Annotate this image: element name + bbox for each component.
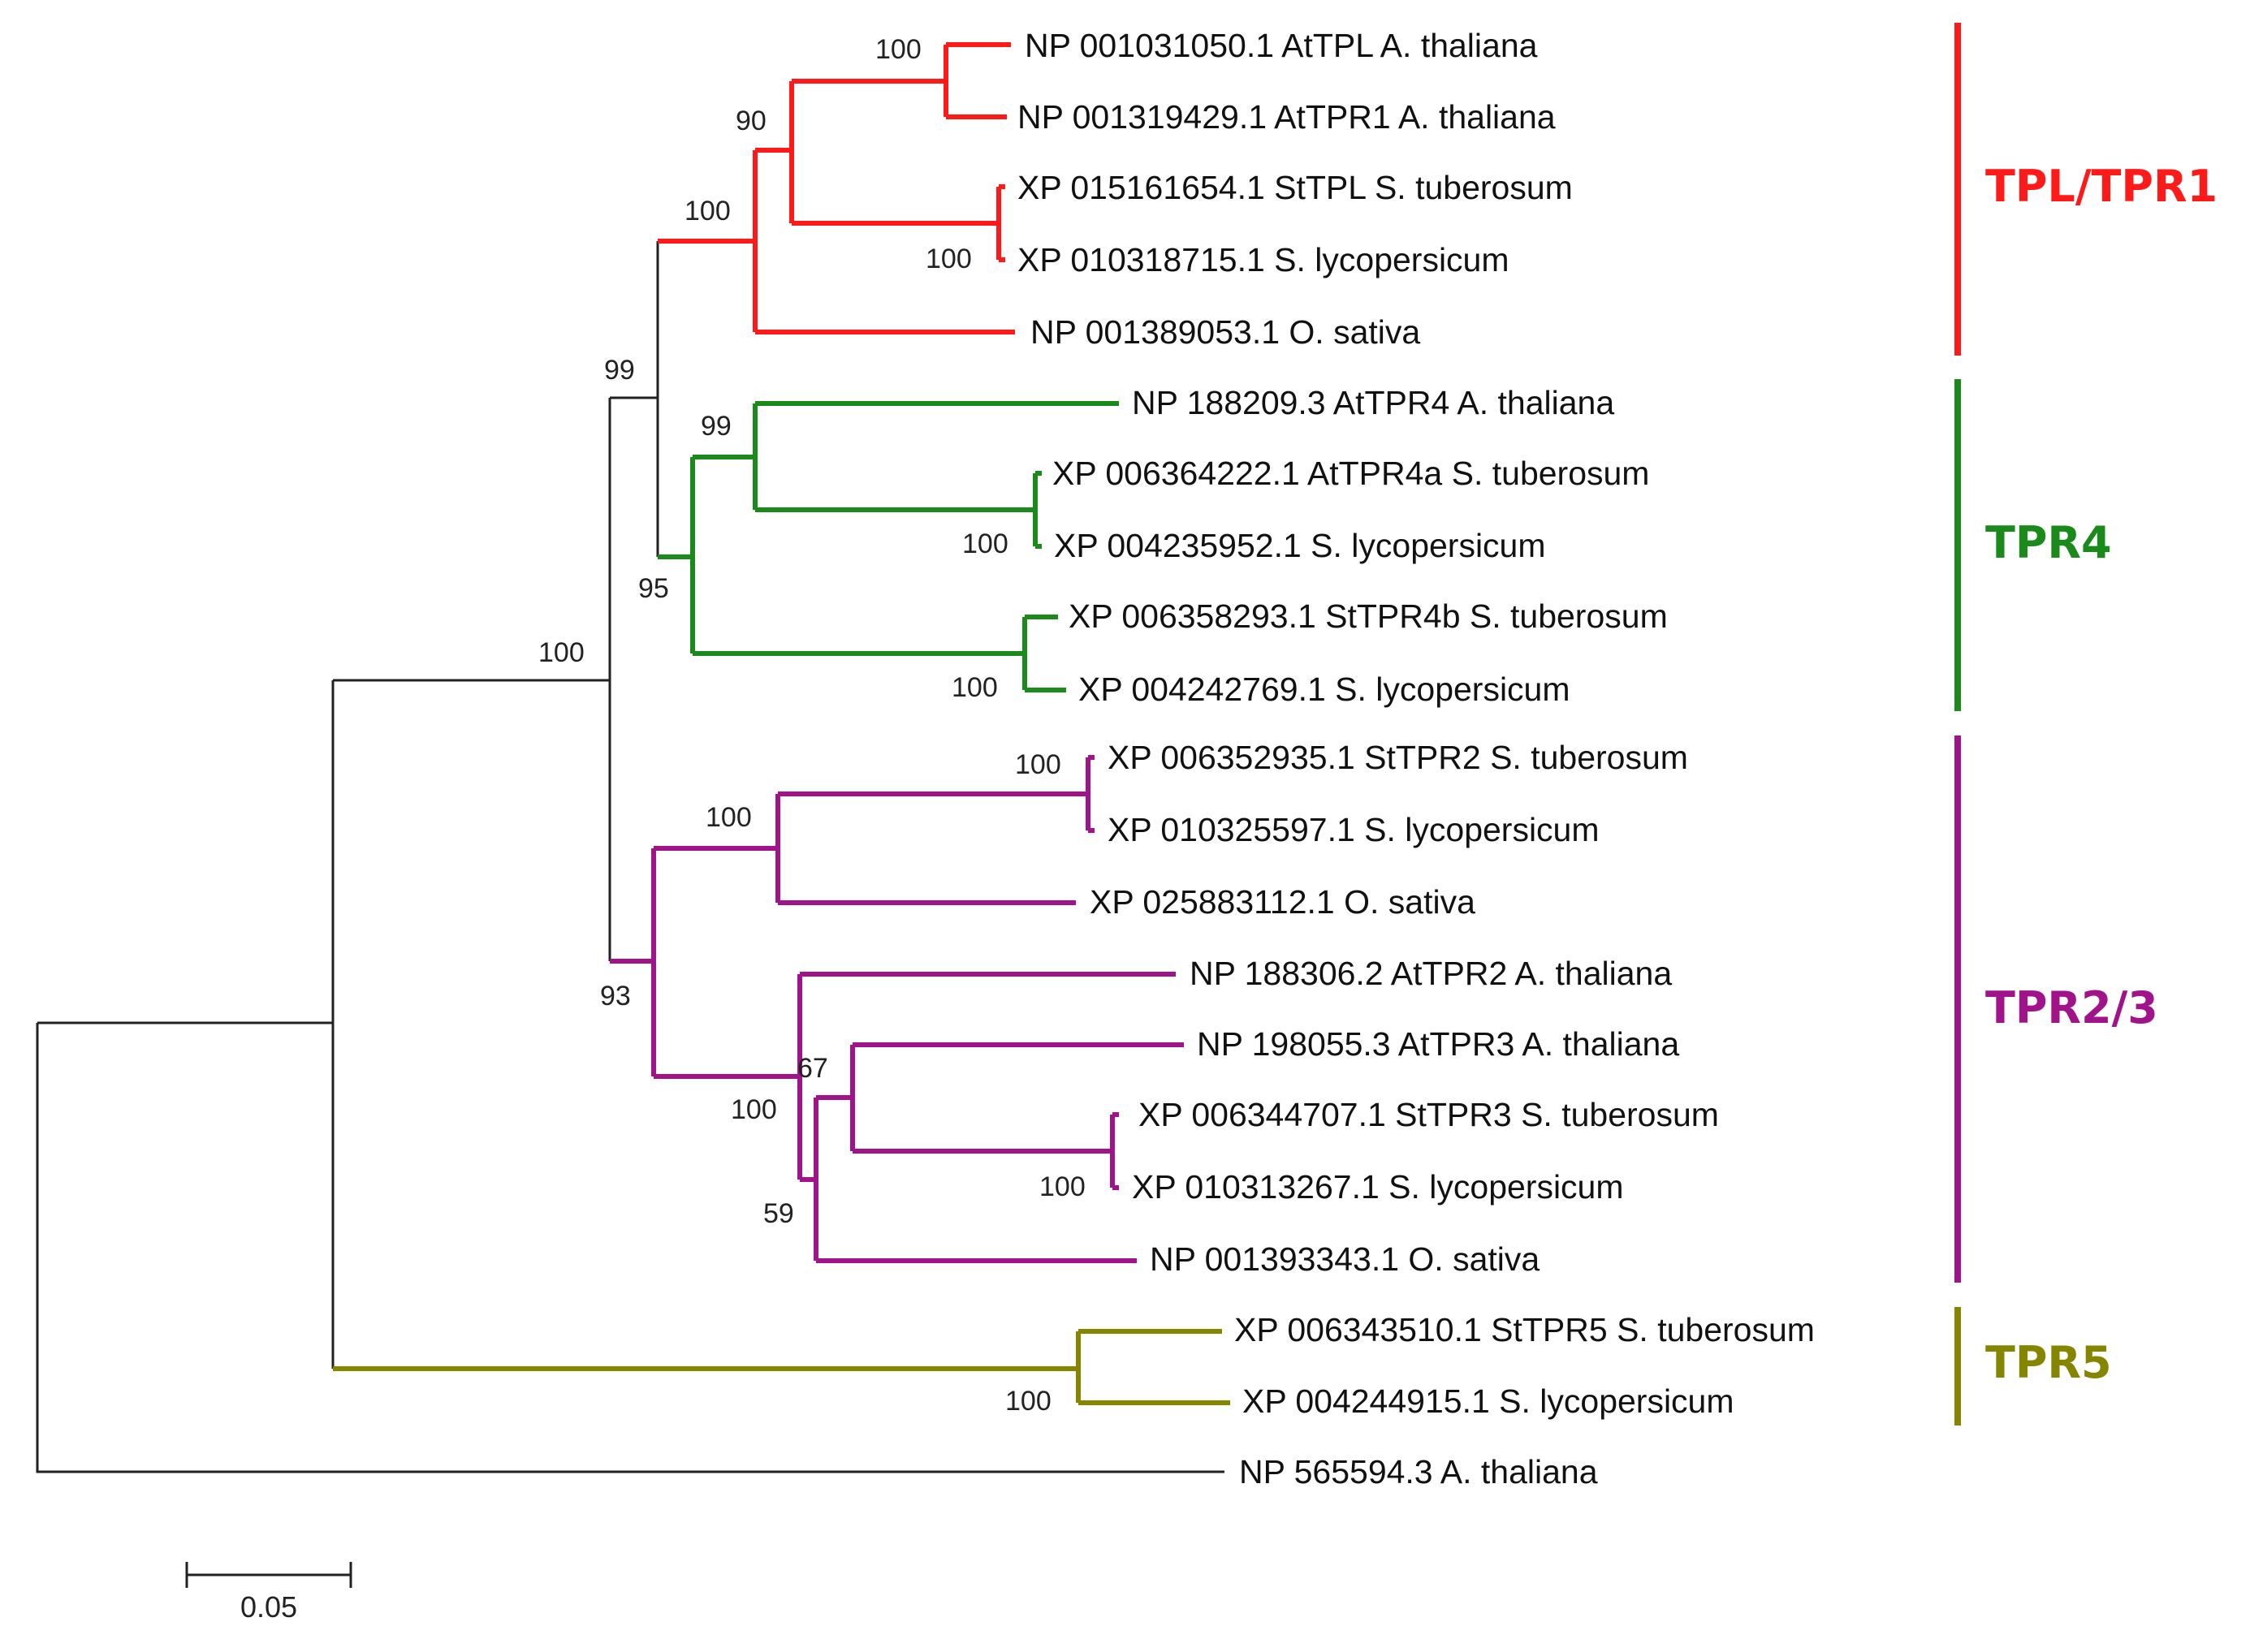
leaf-label: XP 015161654.1 StTPL S. tuberosum [1017,169,1573,206]
bootstrap-value: 100 [1015,749,1061,780]
bootstrap-labels: 100 90 100 100 99 99 100 95 100 100 100 … [538,34,1086,1417]
clade-label-tpr4: TPR4 [1985,517,2112,568]
leaf-label: NP 001319429.1 AtTPR1 A. thaliana [1017,98,1556,136]
leaf-label: XP 006358293.1 StTPR4b S. tuberosum [1069,597,1668,635]
clade-label-tpr2-3: TPR2/3 [1985,982,2158,1033]
bootstrap-value: 59 [763,1198,794,1229]
bootstrap-value: 67 [797,1053,828,1084]
leaf-label: NP 198055.3 AtTPR3 A. thaliana [1197,1025,1679,1063]
leaf-label: XP 025883112.1 O. sativa [1090,883,1475,921]
tpl-tpr1-branches [658,42,1015,334]
leaf-label: XP 010318715.1 S. lycopersicum [1017,241,1509,278]
leaf-label: NP 001389053.1 O. sativa [1030,313,1420,351]
leaf-label: NP 001031050.1 AtTPL A. thaliana [1025,27,1538,64]
bootstrap-value: 100 [962,528,1008,559]
tpr4-branches [658,401,1119,692]
leaf-label: XP 006352935.1 StTPR2 S. tuberosum [1108,739,1688,776]
scale-bar [185,1562,352,1588]
scale-bar-label: 0.05 [240,1590,297,1624]
bootstrap-value: 93 [600,981,631,1011]
leaf-label: XP 010313267.1 S. lycopersicum [1132,1168,1624,1206]
bootstrap-value: 100 [538,637,585,668]
bootstrap-value: 99 [701,411,732,442]
bootstrap-value: 100 [1005,1386,1052,1417]
clade-label-tpr5: TPR5 [1985,1337,2112,1388]
leaf-label: NP 188209.3 AtTPR4 A. thaliana [1132,384,1614,421]
leaf-labels: NP 001031050.1 AtTPL A. thaliana NP 0013… [1017,27,1815,1490]
bootstrap-value: 100 [685,196,731,226]
leaf-label: NP 188306.2 AtTPR2 A. thaliana [1190,955,1672,992]
clade-labels: TPL/TPR1 TPR4 TPR2/3 TPR5 [1985,161,2218,1388]
bootstrap-value: 95 [638,573,669,604]
leaf-label: XP 006364222.1 AtTPR4a S. tuberosum [1052,455,1649,492]
bootstrap-value: 100 [706,802,752,833]
leaf-label: XP 004242769.1 S. lycopersicum [1078,671,1570,708]
bootstrap-value: 100 [926,244,972,274]
backbone-branches [36,241,1224,1473]
clade-label-tpl-tpr1: TPL/TPR1 [1985,161,2218,212]
leaf-label: XP 006343510.1 StTPR5 S. tuberosum [1234,1311,1815,1348]
leaf-label: XP 010325597.1 S. lycopersicum [1108,811,1600,848]
outgroup-branch [36,1023,1224,1473]
leaf-label: XP 004235952.1 S. lycopersicum [1054,527,1546,564]
leaf-label: XP 004244915.1 S. lycopersicum [1242,1382,1734,1420]
bootstrap-value: 100 [952,672,998,703]
bootstrap-value: 100 [1039,1171,1086,1202]
tpr2-3-branches [610,755,1184,1263]
leaf-label: NP 565594.3 A. thaliana [1239,1453,1598,1490]
leaf-label: XP 006344707.1 StTPR3 S. tuberosum [1138,1096,1719,1133]
bootstrap-value: 90 [736,106,767,136]
leaf-label: NP 001393343.1 O. sativa [1150,1240,1540,1278]
bootstrap-value: 100 [731,1094,777,1125]
bootstrap-value: 99 [604,355,635,386]
tpr5-branches [333,1329,1230,1405]
bootstrap-value: 100 [875,34,922,65]
